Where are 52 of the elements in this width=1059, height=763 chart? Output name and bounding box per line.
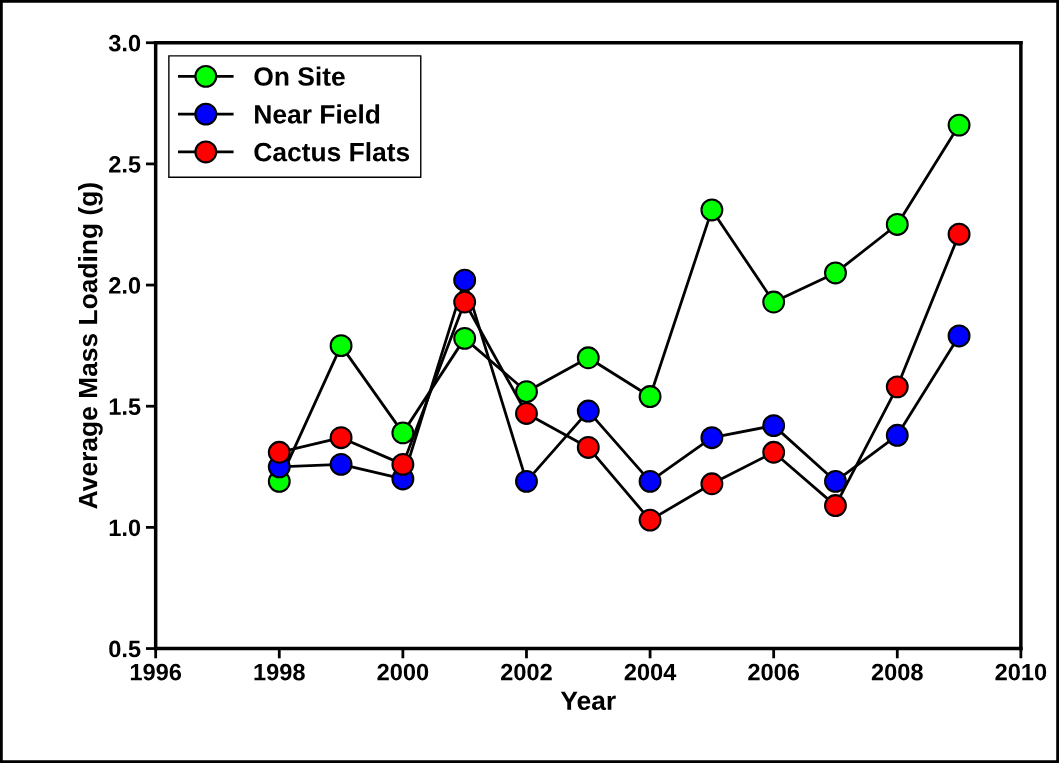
- point: [885, 375, 909, 399]
- point: [267, 440, 291, 464]
- x-tick-label: 2008: [871, 663, 923, 681]
- point: [947, 324, 971, 348]
- point: [515, 402, 538, 425]
- point: [515, 469, 538, 493]
- y-tick-label: 2.0: [109, 277, 141, 294]
- point: [453, 268, 477, 292]
- point: [576, 399, 600, 423]
- point: [576, 346, 600, 370]
- y-tick-label: 1.0: [109, 519, 141, 537]
- point: [329, 452, 353, 476]
- x-tick-label: 2006: [748, 663, 800, 681]
- x-tick-label: 2002: [501, 663, 552, 681]
- x-tick-label: 2010: [995, 663, 1047, 681]
- y-tick-label: 3.0: [108, 34, 141, 52]
- point: [638, 469, 662, 493]
- point: [885, 213, 909, 236]
- point: [700, 426, 724, 450]
- point: [638, 385, 662, 408]
- point: [453, 326, 477, 350]
- point: [638, 508, 662, 532]
- point: [947, 113, 971, 137]
- y-axis-title: Average Mass Loading (g): [78, 183, 103, 509]
- y-tick-label: 0.5: [109, 640, 141, 658]
- x-axis-title: Year: [560, 691, 616, 711]
- point: [391, 452, 415, 476]
- x-tick-label: 1998: [254, 663, 305, 681]
- point: [329, 426, 353, 450]
- legend-label: Near Field: [255, 104, 380, 124]
- point: [947, 222, 971, 246]
- point: [762, 414, 786, 438]
- y-tick-label: 1.5: [109, 398, 141, 416]
- point: [329, 334, 353, 358]
- x-tick-label: 2000: [377, 663, 429, 681]
- point: [515, 380, 538, 404]
- point: [576, 435, 600, 459]
- legend-label: On Site: [254, 66, 345, 86]
- point: [391, 421, 415, 445]
- point: [762, 440, 786, 464]
- point: [700, 198, 724, 222]
- point: [885, 423, 909, 447]
- point: [762, 290, 786, 314]
- x-tick-label: 1996: [130, 663, 182, 681]
- y-tick-label: 2.5: [109, 155, 141, 173]
- point: [700, 472, 724, 496]
- point: [824, 469, 847, 493]
- point: [824, 494, 847, 518]
- x-tick-label: 2004: [624, 663, 677, 681]
- legend-label: Cactus Flats: [254, 142, 410, 162]
- point: [824, 261, 847, 285]
- point: [453, 290, 477, 314]
